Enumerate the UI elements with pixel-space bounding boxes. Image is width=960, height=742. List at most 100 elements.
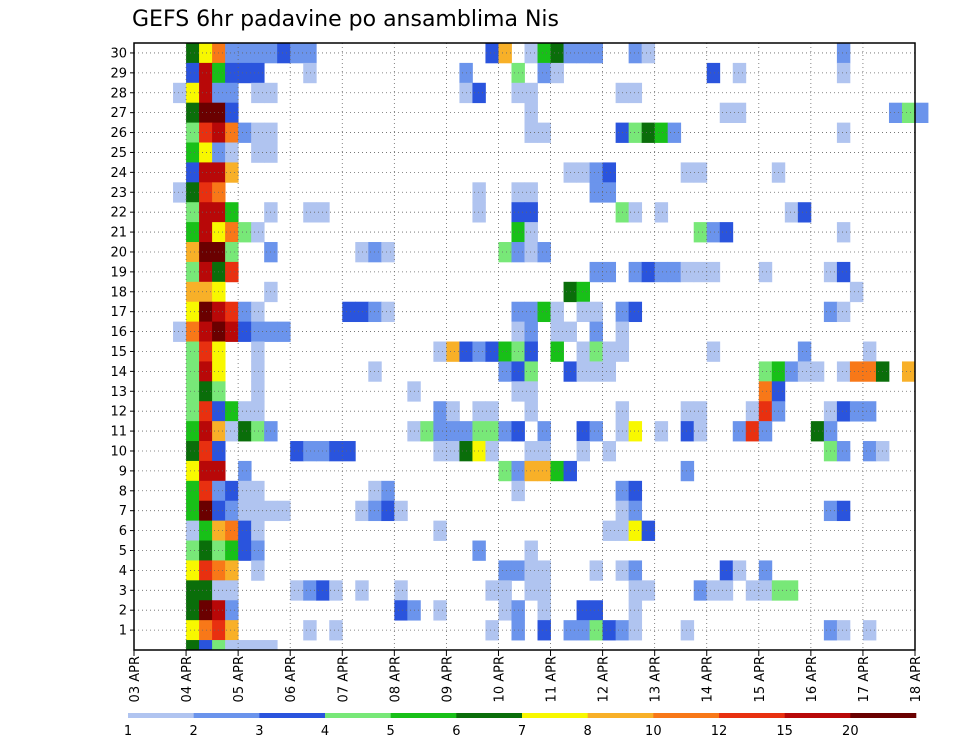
y-tick-label: 11 — [110, 425, 127, 440]
plot-frame — [133, 42, 916, 651]
heatmap-cell — [836, 261, 851, 283]
heatmap-cell — [537, 122, 551, 143]
heatmap-cell — [472, 82, 486, 104]
heatmap-cell — [836, 122, 851, 143]
heatmap-cell — [550, 43, 564, 64]
heatmap-cell — [524, 580, 538, 601]
heatmap-cell — [186, 480, 200, 502]
heatmap-cell — [628, 600, 643, 621]
heatmap-cell — [537, 600, 551, 621]
colorbar-level-label: 5 — [387, 724, 395, 739]
heatmap-cell — [680, 261, 695, 283]
heatmap-cell — [576, 600, 590, 621]
colorbar-level-label: 4 — [321, 724, 329, 739]
heatmap-cell — [745, 421, 760, 442]
heatmap-cell — [225, 43, 239, 64]
heatmap-cell — [524, 301, 538, 323]
heatmap-cell — [433, 441, 447, 462]
y-tick-label: 13 — [110, 385, 127, 400]
heatmap-cell — [446, 401, 460, 422]
heatmap-cell — [524, 321, 538, 342]
heatmap-cell — [628, 43, 643, 64]
colorbar-level-label: 3 — [255, 724, 263, 739]
heatmap-cell — [498, 242, 512, 263]
heatmap-cell — [199, 142, 213, 163]
heatmap-cell — [628, 520, 643, 541]
heatmap-cell — [602, 620, 617, 641]
heatmap-cell — [641, 580, 656, 601]
heatmap-cell — [485, 43, 499, 64]
heatmap-cell — [472, 341, 486, 362]
chart-title: GEFS 6hr padavine po ansamblima Nis — [132, 7, 559, 32]
y-tick-label: 15 — [110, 345, 127, 360]
heatmap-cell — [225, 401, 239, 422]
heatmap-cell — [654, 261, 669, 283]
heatmap-cell — [199, 580, 213, 601]
heatmap-cell — [238, 62, 252, 84]
heatmap-cell — [693, 261, 708, 283]
heatmap-cell — [680, 460, 695, 482]
y-tick-label: 30 — [110, 46, 127, 61]
y-tick-label: 21 — [110, 226, 127, 241]
heatmap-cell — [225, 202, 239, 223]
heatmap-cell — [173, 321, 187, 342]
heatmap-cell — [498, 43, 512, 64]
heatmap-cell — [368, 361, 382, 382]
heatmap-cell — [251, 401, 265, 422]
x-axis-ticks: 03 APR 04 APR 05 APR 06 APR 07 APR 08 APR 09 A… — [128, 650, 924, 702]
heatmap-cell — [680, 162, 695, 183]
heatmap-cell — [186, 261, 200, 283]
x-tick-label: 04 APR — [180, 656, 195, 702]
heatmap-cell — [199, 82, 213, 104]
heatmap-cell — [199, 640, 213, 651]
heatmap-cell — [225, 500, 239, 522]
y-tick-label: 16 — [110, 325, 127, 340]
y-tick-label: 26 — [110, 126, 127, 141]
heatmap-cell — [550, 460, 564, 482]
heatmap-cell — [550, 301, 564, 323]
heatmap-cell — [225, 520, 239, 541]
heatmap-cell — [524, 441, 538, 462]
colorbar-swatch — [390, 713, 457, 718]
heatmap-cell — [238, 321, 252, 342]
heatmap-cell — [550, 62, 564, 84]
heatmap-cell — [420, 421, 434, 442]
heatmap-cell — [706, 222, 721, 243]
heatmap-cell — [251, 560, 265, 581]
y-tick-label: 23 — [110, 186, 127, 201]
heatmap-cell — [186, 341, 200, 362]
heatmap-cell — [693, 580, 708, 601]
heatmap-cell — [186, 102, 200, 123]
heatmap-cell — [199, 540, 213, 561]
heatmap-cell — [537, 441, 551, 462]
heatmap-cell — [251, 43, 265, 64]
heatmap-cell — [602, 361, 617, 382]
heatmap-cell — [433, 421, 447, 442]
heatmap-cell — [732, 62, 747, 84]
heatmap-cell — [641, 261, 656, 283]
heatmap-cell — [225, 261, 239, 283]
heatmap-cell — [225, 421, 239, 442]
heatmap-cell — [550, 321, 564, 342]
heatmap-cell — [485, 341, 499, 362]
heatmap-cell — [186, 122, 200, 143]
heatmap-cell — [589, 421, 603, 442]
heatmap-cell — [186, 281, 200, 303]
heatmap-cell — [238, 520, 252, 541]
heatmap-cell — [251, 62, 265, 84]
heatmap-cell — [381, 301, 395, 323]
heatmap-cell — [706, 62, 721, 84]
heatmap-cell — [212, 640, 226, 651]
heatmap-cell — [433, 520, 447, 541]
heatmap-cell — [849, 361, 864, 382]
x-tick-label: 18 APR — [909, 656, 924, 702]
heatmap-cell — [537, 560, 551, 581]
heatmap-cell — [472, 441, 486, 462]
heatmap-cell — [199, 421, 213, 442]
heatmap-cell — [199, 321, 213, 342]
heatmap-cell — [576, 341, 590, 362]
heatmap-cell — [797, 341, 812, 362]
heatmap-cell — [225, 242, 239, 263]
heatmap-cell — [589, 361, 603, 382]
heatmap-cell — [485, 421, 499, 442]
